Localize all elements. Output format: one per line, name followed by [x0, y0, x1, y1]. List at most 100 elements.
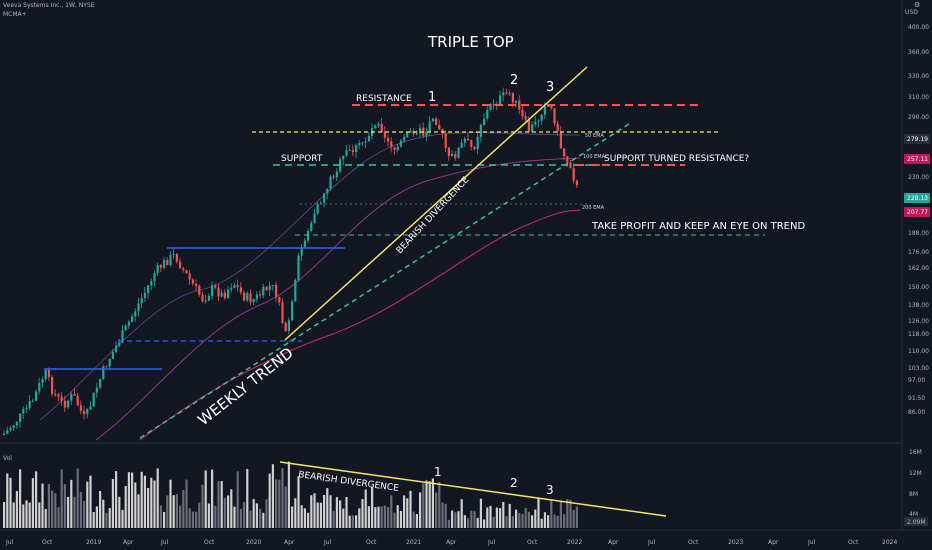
candle-body	[460, 142, 463, 148]
x-tick-label: Jul	[807, 539, 816, 546]
volume-bar	[335, 497, 338, 528]
candle-body	[335, 171, 338, 178]
volume-bar	[268, 473, 271, 528]
volume-bar	[86, 481, 89, 528]
volume-bar	[233, 506, 236, 528]
volume-bar	[559, 501, 562, 528]
volume-bar	[511, 516, 514, 528]
top-1-label: 1	[428, 90, 436, 105]
candle-body	[169, 255, 172, 266]
candle-body	[470, 140, 473, 147]
candle-body	[415, 133, 418, 135]
candle-body	[25, 407, 28, 409]
candle-body	[153, 273, 156, 282]
candle-body	[351, 149, 354, 153]
candle-body	[185, 270, 188, 274]
volume-bar	[140, 471, 143, 528]
volume-bar	[265, 499, 268, 528]
volume-bar	[303, 508, 306, 528]
x-tick-label: 2020	[246, 539, 261, 546]
ema50-line	[39, 132, 581, 421]
candle-body	[559, 131, 562, 149]
volume-bar	[489, 505, 492, 528]
volume-bar	[393, 512, 396, 528]
volume-last-label: 2.09M	[907, 519, 926, 526]
y-tick-label: 290.00	[908, 114, 929, 121]
volume-bar	[236, 471, 239, 528]
candle-body	[566, 156, 569, 163]
volume-bar	[147, 488, 150, 528]
weekly-trend-annotation: WEEKLY TREND	[194, 344, 296, 429]
candle-body	[492, 103, 495, 106]
candle-body	[239, 287, 242, 293]
candle-body	[348, 149, 351, 151]
candle-body	[473, 146, 476, 150]
candle-body	[406, 132, 409, 137]
candle-body	[409, 130, 412, 133]
volume-bar	[422, 483, 425, 528]
volume-bar	[159, 505, 162, 528]
candle-body	[223, 292, 226, 299]
vol-top-3-label: 3	[546, 483, 554, 497]
candle-body	[310, 223, 313, 232]
candle-body	[540, 114, 543, 121]
volume-tick-label: 8M	[909, 491, 918, 498]
candle-body	[556, 123, 559, 132]
x-tick-label: Oct	[204, 539, 215, 546]
candle-body	[355, 145, 358, 153]
volume-bar	[41, 483, 44, 528]
candle-body	[297, 255, 300, 280]
candle-body	[233, 285, 236, 288]
volume-bar	[9, 477, 12, 528]
weekly-trend-line	[139, 121, 633, 439]
volume-bar	[156, 468, 159, 528]
volume-bar	[361, 499, 364, 528]
candle-body	[358, 143, 361, 146]
candle-body	[102, 366, 105, 379]
volume-bar	[495, 507, 498, 528]
candle-body	[19, 413, 22, 423]
volume-bar	[63, 484, 66, 528]
settings-gear-icon[interactable]: ⚙	[914, 1, 921, 9]
price-label-box	[904, 134, 930, 144]
candle-body	[15, 422, 18, 426]
candle-body	[396, 146, 399, 151]
volume-bar	[99, 491, 102, 528]
volume-bar	[380, 506, 383, 528]
volume-bar	[54, 493, 57, 528]
candle-body	[172, 254, 175, 256]
candle-body	[399, 140, 402, 147]
x-tick-label: Jul	[647, 539, 656, 546]
volume-bar	[35, 471, 38, 528]
top-3-label: 3	[546, 80, 554, 95]
candle-body	[127, 321, 130, 326]
candle-body	[553, 108, 556, 124]
volume-bar	[383, 505, 386, 528]
volume-bar	[476, 517, 479, 528]
volume-bar	[83, 501, 86, 528]
candle-body	[86, 409, 89, 415]
volume-bar	[249, 510, 252, 528]
volume-bar	[364, 489, 367, 528]
candle-body	[3, 433, 6, 435]
volume-bar	[150, 477, 153, 528]
volume-bar	[105, 512, 108, 528]
volume-bar	[355, 515, 358, 528]
bearish-divergence-annotation: BEARISH DIVERGENCE	[395, 175, 472, 256]
volume-bar	[163, 512, 166, 528]
volume-bar	[419, 492, 422, 528]
volume-bar	[182, 490, 185, 528]
candle-body	[524, 116, 527, 120]
y-tick-label: 150.00	[908, 284, 929, 291]
volume-bar	[211, 469, 214, 528]
candle-body	[425, 131, 428, 136]
candle-body	[367, 136, 370, 142]
volume-bar	[31, 478, 34, 528]
x-tick-label: Apr	[608, 539, 619, 546]
candle-body	[121, 330, 124, 343]
volume-bar	[220, 481, 223, 528]
volume-bar	[70, 479, 73, 528]
candle-body	[307, 231, 310, 241]
y-tick-label: 91.50	[908, 395, 925, 402]
